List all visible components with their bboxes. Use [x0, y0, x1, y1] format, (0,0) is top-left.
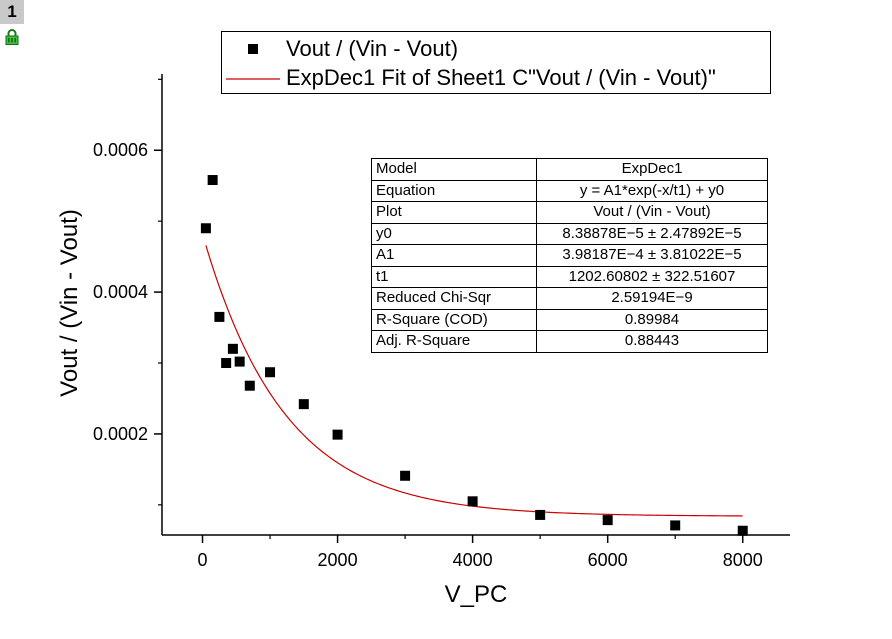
legend-label: Vout / (Vin - Vout) [286, 36, 459, 61]
stats-value: y = A1*exp(-x/t1) + y0 [536, 179, 768, 202]
square-marker-icon [248, 44, 258, 54]
stats-value: Vout / (Vin - Vout) [536, 201, 768, 224]
data-point [214, 311, 225, 322]
stats-row: Model ExpDec1 [371, 158, 768, 181]
stats-key: y0 [371, 222, 537, 245]
stats-value: 0.88443 [536, 330, 768, 353]
data-point [332, 429, 343, 440]
tick-marks [154, 78, 744, 543]
data-point [234, 356, 245, 367]
data-point [221, 358, 232, 369]
fit-statistics-table: Model ExpDec1 Equation y = A1*exp(-x/t1) + … [371, 158, 768, 353]
stats-value: 0.89984 [536, 308, 768, 331]
stats-row: Reduced Chi-Sqr 2.59194E−9 [371, 287, 768, 310]
y-tick-label: 0.0006 [93, 140, 148, 160]
legend-entry-data: Vout / (Vin - Vout) [222, 34, 770, 64]
stats-key: Plot [371, 201, 537, 224]
stats-row: Plot Vout / (Vin - Vout) [371, 201, 768, 224]
lock-icon [5, 29, 19, 45]
data-point [535, 509, 546, 520]
stats-value: 2.59194E−9 [536, 287, 768, 310]
data-point [298, 399, 309, 410]
page-number-badge[interactable]: 1 [0, 0, 24, 24]
data-point [265, 367, 276, 378]
stats-key: R-Square (COD) [371, 308, 537, 331]
x-tick-label: 0 [198, 550, 208, 570]
stats-key: Model [371, 158, 537, 181]
data-point [737, 525, 748, 536]
legend-entry-fit: ExpDec1 Fit of Sheet1 C"Vout / (Vin - Vo… [222, 63, 770, 93]
y-axis-title: Vout / (Vin - Vout) [56, 209, 83, 397]
x-axis-title: V_PC [445, 581, 508, 608]
legend: Vout / (Vin - Vout) ExpDec1 Fit of Sheet… [221, 31, 771, 94]
x-tick-label: 4000 [453, 550, 493, 570]
tick-labels: 0 2000 4000 6000 8000 0.0002 0.0004 0.0006 [93, 140, 763, 570]
x-tick-label: 8000 [723, 550, 763, 570]
stats-value: 3.98187E−4 ± 3.81022E−5 [536, 244, 768, 267]
data-point [244, 380, 255, 391]
y-tick-label: 0.0004 [93, 282, 148, 302]
stats-row: Equation y = A1*exp(-x/t1) + y0 [371, 179, 768, 202]
stats-row: Adj. R-Square 0.88443 [371, 330, 768, 353]
x-tick-label: 2000 [318, 550, 358, 570]
x-tick-label: 6000 [588, 550, 628, 570]
stats-row: y0 8.38878E−5 ± 2.47892E−5 [371, 222, 768, 245]
stats-row: A1 3.98187E−4 ± 3.81022E−5 [371, 244, 768, 267]
stats-key: Equation [371, 179, 537, 202]
data-point [400, 470, 411, 481]
data-point [200, 223, 211, 234]
data-point [227, 343, 238, 354]
data-points [200, 175, 748, 536]
stats-value: 8.38878E−5 ± 2.47892E−5 [536, 222, 768, 245]
stats-key: Adj. R-Square [371, 330, 537, 353]
stats-value: 1202.60802 ± 322.51607 [536, 265, 768, 288]
y-tick-label: 0.0002 [93, 424, 148, 444]
legend-label: ExpDec1 Fit of Sheet1 C"Vout / (Vin - Vo… [286, 65, 716, 90]
data-point [467, 496, 478, 507]
data-point [207, 175, 218, 186]
fit-curve [205, 245, 743, 517]
stats-key: A1 [371, 244, 537, 267]
stats-value: ExpDec1 [536, 158, 768, 181]
stats-key: t1 [371, 265, 537, 288]
data-point [602, 515, 613, 526]
line-marker-icon [226, 78, 280, 80]
stats-row: R-Square (COD) 0.89984 [371, 308, 768, 331]
stats-key: Reduced Chi-Sqr [371, 287, 537, 310]
data-point [670, 520, 681, 531]
stats-row: t1 1202.60802 ± 322.51607 [371, 265, 768, 288]
